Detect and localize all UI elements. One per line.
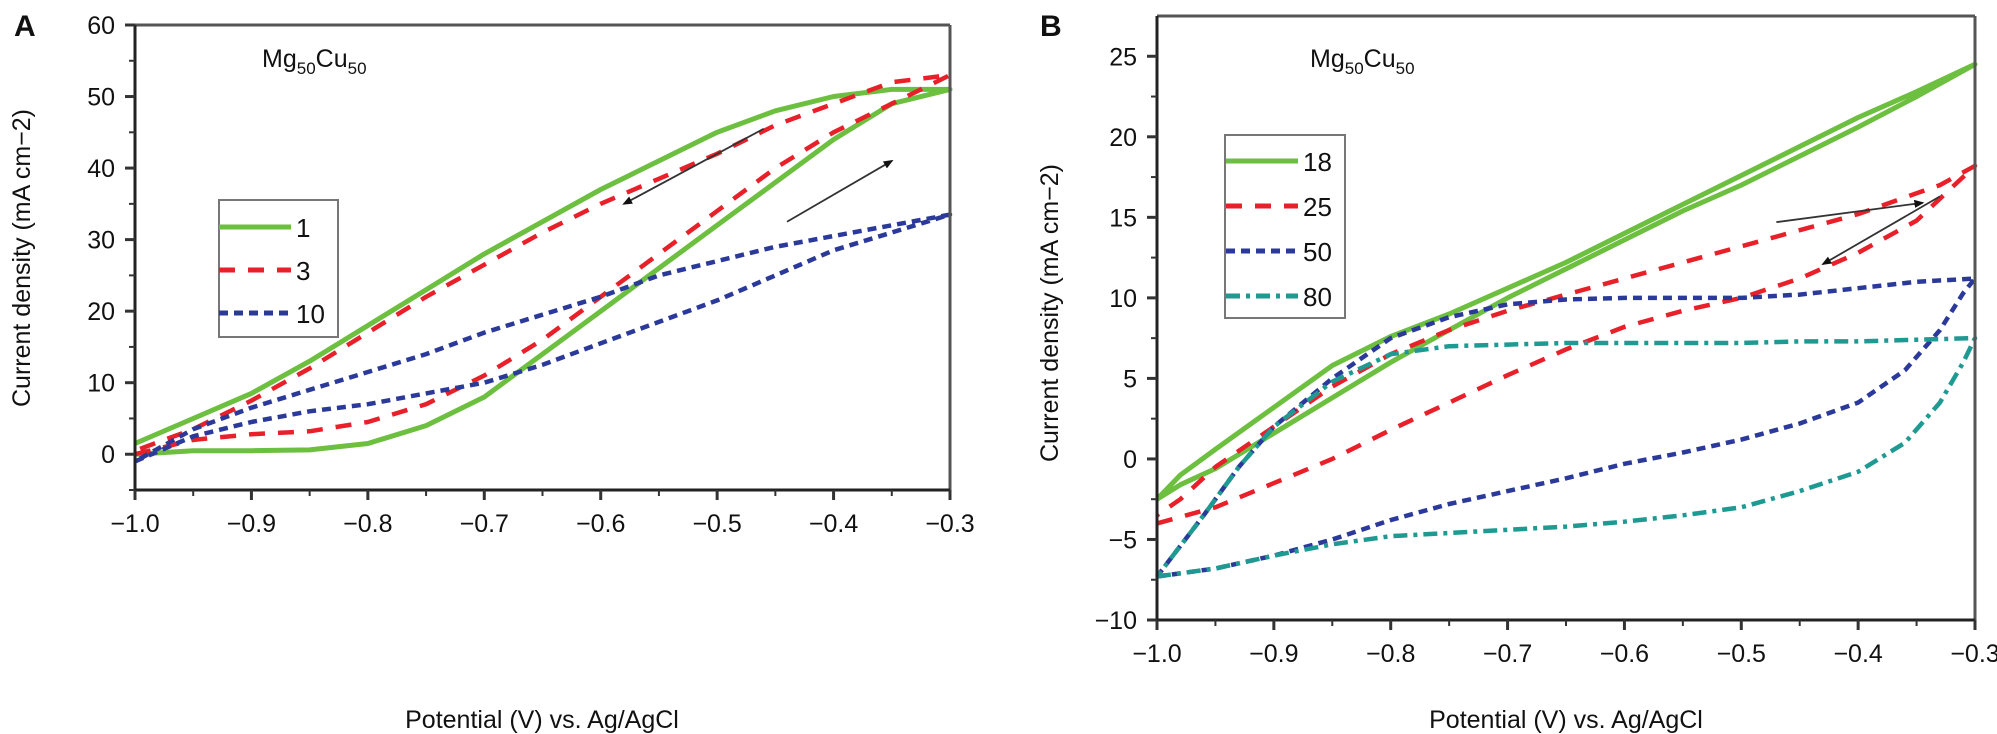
- legend-label-10: 10: [296, 299, 325, 329]
- x-tick-label: −0.8: [343, 510, 392, 538]
- y-tick-label: 20: [1109, 124, 1137, 152]
- x-tick-label: −0.8: [1366, 640, 1415, 668]
- x-axis: −1.0 −0.9 −0.8 −0.7 −0.6 −0.5 −0.4 −0.3: [1132, 620, 1997, 668]
- y-tick-label: 25: [1109, 43, 1137, 71]
- alloy-annotation: Mg50Cu50: [1310, 45, 1415, 78]
- y-axis-label: Current density (mA cm−2): [8, 109, 36, 407]
- x-tick-label: −0.3: [925, 510, 974, 538]
- scan-arrows: [622, 127, 894, 223]
- annotation-sub2: 50: [1396, 59, 1415, 78]
- y-tick-label: −10: [1095, 607, 1137, 635]
- panel-b: B −1.0 −0.9 −0.8 −0.7 −0.6 −0.5 −0.4 −0.3 −10 −5…: [1036, 10, 1997, 734]
- x-tick-label: −1.0: [1132, 640, 1181, 668]
- y-tick-label: −5: [1108, 526, 1137, 554]
- y-axis-label: Current density (mA cm−2): [1036, 164, 1064, 462]
- y-tick-label: 0: [1123, 446, 1137, 474]
- panel-a: A −1.0 −0.9 −0.8 −0.7 −0.6 −0.5 −0.4 −0.3 0 10 20…: [8, 10, 975, 734]
- annotation-base: Mg: [1310, 45, 1345, 73]
- y-axis: 0 10 20 30 40 50 60: [87, 12, 135, 491]
- annotation-sub1: 50: [1345, 59, 1364, 78]
- x-tick-label: −0.9: [227, 510, 276, 538]
- x-tick-label: −0.6: [576, 510, 625, 538]
- x-axis-label: Potential (V) vs. Ag/AgCl: [1429, 706, 1703, 734]
- annotation-sub2: 50: [348, 59, 367, 78]
- y-tick-label: 40: [87, 155, 115, 183]
- x-tick-label: −0.5: [1717, 640, 1766, 668]
- x-tick-label: −0.3: [1950, 640, 1997, 668]
- panel-label: A: [14, 10, 36, 43]
- y-tick-label: 0: [101, 441, 115, 469]
- x-tick-label: −0.4: [1833, 640, 1882, 668]
- x-tick-label: −0.7: [460, 510, 509, 538]
- legend-box: [1224, 134, 1346, 319]
- legend-label-50: 50: [1303, 237, 1332, 267]
- y-tick-label: 20: [87, 298, 115, 326]
- x-axis: −1.0 −0.9 −0.8 −0.7 −0.6 −0.5 −0.4 −0.3: [110, 490, 975, 538]
- x-tick-label: −0.7: [1483, 640, 1532, 668]
- annotation-base: Mg: [262, 45, 297, 73]
- scan-arrow-reverse-scan: [622, 127, 765, 205]
- legend: 18 25 50 80: [1224, 134, 1346, 319]
- y-tick-label: 5: [1123, 365, 1137, 393]
- annotation-mid: Cu: [1364, 45, 1396, 73]
- scan-arrow-reverse-scan: [1821, 195, 1941, 266]
- annotation-mid: Cu: [316, 45, 348, 73]
- x-tick-label: −0.4: [809, 510, 858, 538]
- series-line-3: [134, 72, 953, 457]
- legend-label-25: 25: [1303, 192, 1332, 222]
- x-tick-label: −0.5: [692, 510, 741, 538]
- y-tick-label: 60: [87, 12, 115, 40]
- y-tick-label: 10: [87, 370, 115, 398]
- x-tick-label: −0.9: [1249, 640, 1298, 668]
- annotation-sub1: 50: [297, 59, 316, 78]
- legend-label-1: 1: [296, 213, 310, 243]
- x-tick-label: −0.6: [1600, 640, 1649, 668]
- y-tick-label: 30: [87, 227, 115, 255]
- scan-arrow-forward-scan: [1776, 199, 1925, 224]
- x-axis-label: Potential (V) vs. Ag/AgCl: [405, 706, 679, 734]
- y-tick-label: 50: [87, 84, 115, 112]
- x-tick-label: −1.0: [110, 510, 159, 538]
- y-axis: −10 −5 0 5 10 15 20 25: [1095, 43, 1157, 635]
- scan-arrows: [1776, 195, 1941, 266]
- legend-label-3: 3: [296, 256, 310, 286]
- series-line-50: [1155, 276, 1978, 579]
- y-tick-label: 15: [1109, 204, 1137, 232]
- panel-label: B: [1040, 10, 1062, 43]
- series-line-80: [1155, 335, 1978, 579]
- y-tick-label: 10: [1109, 285, 1137, 313]
- legend: 1 3 10: [218, 199, 339, 338]
- scan-arrow-forward-scan: [786, 159, 894, 223]
- legend-label-80: 80: [1303, 282, 1332, 312]
- legend-label-18: 18: [1303, 147, 1332, 177]
- alloy-annotation: Mg50Cu50: [262, 45, 367, 78]
